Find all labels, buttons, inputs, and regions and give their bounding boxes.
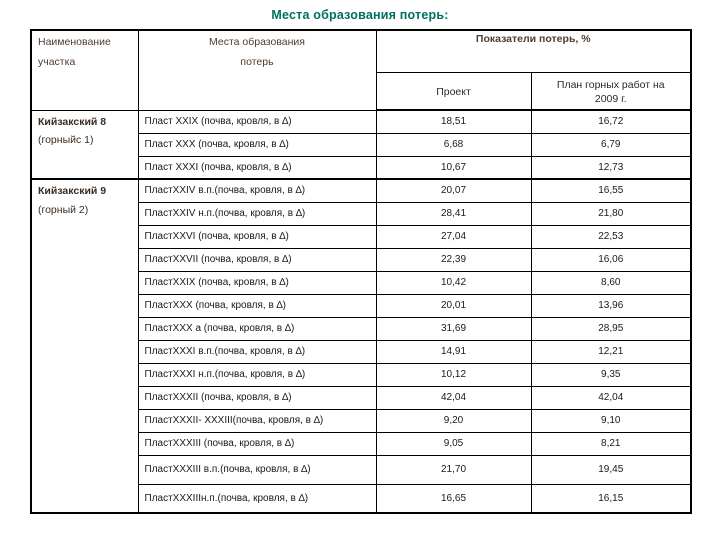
plan-value-cell: 12,73	[530, 155, 692, 180]
project-value-cell: 14,91	[375, 339, 532, 364]
table-row: Кийзакский 8 (горныйс 1) Пласт XXIX (почва…	[30, 109, 692, 180]
table-row: Пласт XXXI (почва, кровля, в ∆) 10,67 12,7…	[31, 155, 692, 180]
plan-value-cell: 16,15	[530, 483, 692, 514]
losses-table: Наименование участка Места образования п…	[30, 29, 692, 514]
plan-value-cell: 6,79	[530, 132, 692, 157]
table-row: ПластXXXII- XXXIII(почва, кровля, в ∆) 9,…	[31, 408, 692, 433]
table-header: Наименование участка Места образования п…	[30, 29, 692, 111]
header-row-sub: Проект План горных работ на 2009 г.	[31, 71, 692, 111]
place-cell: ПластXXXI в.п.(почва, кровля, в ∆)	[137, 339, 377, 364]
plan-value-cell: 13,96	[530, 293, 692, 318]
place-cell: ПластXXXIII в.п.(почва, кровля, в ∆)	[137, 454, 377, 485]
col-header-indicators: Показатели потерь, %	[375, 29, 692, 73]
place-cell: Пласт XXX (почва, кровля, в ∆)	[137, 132, 377, 157]
plan-value-cell: 16,06	[530, 247, 692, 272]
project-value-cell: 10,12	[375, 362, 532, 387]
project-value-cell: 9,20	[375, 408, 532, 433]
place-cell: ПластXXXIII (почва, кровля, в ∆)	[137, 431, 377, 456]
place-cell: ПластXXXIIIн.п.(почва, кровля, в ∆)	[137, 483, 377, 514]
plan-value-cell: 21,80	[530, 201, 692, 226]
plan-value-cell: 12,21	[530, 339, 692, 364]
col-subheader-project: Проект	[375, 71, 532, 111]
table-row: ПластXXIX (почва, кровля, в ∆) 10,42 8,60	[31, 270, 692, 295]
plan-value-cell: 8,21	[530, 431, 692, 456]
plan-value-cell: 9,10	[530, 408, 692, 433]
site-note: (горныйс 1)	[38, 134, 94, 147]
project-value-cell: 31,69	[375, 316, 532, 341]
table-row: ПластXXVII (почва, кровля, в ∆) 22,39 16,0…	[31, 247, 692, 272]
table-row: ПластXXX (почва, кровля, в ∆) 20,01 13,96	[31, 293, 692, 318]
place-cell: ПластXXVII (почва, кровля, в ∆)	[137, 247, 377, 272]
col-header-site: Наименование участка	[30, 29, 139, 111]
place-cell: ПластXXIX (почва, кровля, в ∆)	[137, 270, 377, 295]
project-value-cell: 20,01	[375, 293, 532, 318]
plan-value-cell: 16,55	[530, 178, 692, 203]
table-row: ПластXXXI н.п.(почва, кровля, в ∆) 10,12 9…	[31, 362, 692, 387]
site-name: Кийзакский 8	[38, 115, 107, 128]
table-row: ПластXXXI в.п.(почва, кровля, в ∆) 14,91 1…	[31, 339, 692, 364]
table-row: ПластXXXIIIн.п.(почва, кровля, в ∆) 16,65…	[31, 483, 692, 514]
col-header-place: Места образования потерь	[137, 29, 377, 111]
place-cell: ПластXXXI н.п.(почва, кровля, в ∆)	[137, 362, 377, 387]
page-title: Места образования потерь:	[271, 8, 449, 22]
plan-value-cell: 19,45	[530, 454, 692, 485]
place-cell: ПластXXX а (почва, кровля, в ∆)	[137, 316, 377, 341]
place-cell: ПластXXVI (почва, кровля, в ∆)	[137, 224, 377, 249]
place-cell: ПластXXX (почва, кровля, в ∆)	[137, 293, 377, 318]
place-cell: Пласт XXXI (почва, кровля, в ∆)	[137, 155, 377, 180]
project-value-cell: 22,39	[375, 247, 532, 272]
project-value-cell: 27,04	[375, 224, 532, 249]
plan-value-cell: 28,95	[530, 316, 692, 341]
site-note: (горный 2)	[38, 203, 89, 216]
table-row: ПластXXIV н.п.(почва, кровля, в ∆) 28,41 2…	[31, 201, 692, 226]
table-body: Кийзакский 8 (горныйс 1) Пласт XXIX (почва…	[30, 109, 692, 514]
plan-value-cell: 16,72	[530, 109, 692, 134]
table-row: ПластXXXIII (почва, кровля, в ∆) 9,05 8,21	[31, 431, 692, 456]
site-cell: Кийзакский 9 (горный 2)	[30, 178, 139, 514]
plan-value-cell: 22,53	[530, 224, 692, 249]
place-cell: ПластXXXII (почва, кровля, в ∆)	[137, 385, 377, 410]
project-value-cell: 16,65	[375, 483, 532, 514]
table-row: ПластXXVI (почва, кровля, в ∆) 27,04 22,53	[31, 224, 692, 249]
project-value-cell: 21,70	[375, 454, 532, 485]
table-row: Кийзакский 9 (горный 2) ПластXXIV в.п.(поч…	[30, 178, 692, 514]
site-name: Кийзакский 9	[38, 185, 107, 197]
project-value-cell: 10,67	[375, 155, 532, 180]
plan-value-cell: 42,04	[530, 385, 692, 410]
col-subheader-plan: План горных работ на 2009 г.	[530, 71, 692, 111]
place-cell: ПластXXXII- XXXIII(почва, кровля, в ∆)	[137, 408, 377, 433]
plan-value-cell: 9,35	[530, 362, 692, 387]
plan-value-cell: 8,60	[530, 270, 692, 295]
project-value-cell: 10,42	[375, 270, 532, 295]
project-value-cell: 6,68	[375, 132, 532, 157]
header-row-main: Наименование участка Места образования п…	[30, 29, 692, 111]
project-value-cell: 20,07	[375, 178, 532, 203]
place-cell: ПластXXIV в.п.(почва, кровля, в ∆)	[137, 178, 377, 203]
place-cell: Пласт XXIX (почва, кровля, в ∆)	[137, 109, 377, 134]
project-value-cell: 28,41	[375, 201, 532, 226]
project-value-cell: 18,51	[375, 109, 532, 134]
place-cell: ПластXXIV н.п.(почва, кровля, в ∆)	[137, 201, 377, 226]
project-value-cell: 42,04	[375, 385, 532, 410]
project-value-cell: 9,05	[375, 431, 532, 456]
site-cell: Кийзакский 8 (горныйс 1)	[30, 109, 139, 180]
table-row: ПластXXXIII в.п.(почва, кровля, в ∆) 21,7…	[31, 454, 692, 485]
